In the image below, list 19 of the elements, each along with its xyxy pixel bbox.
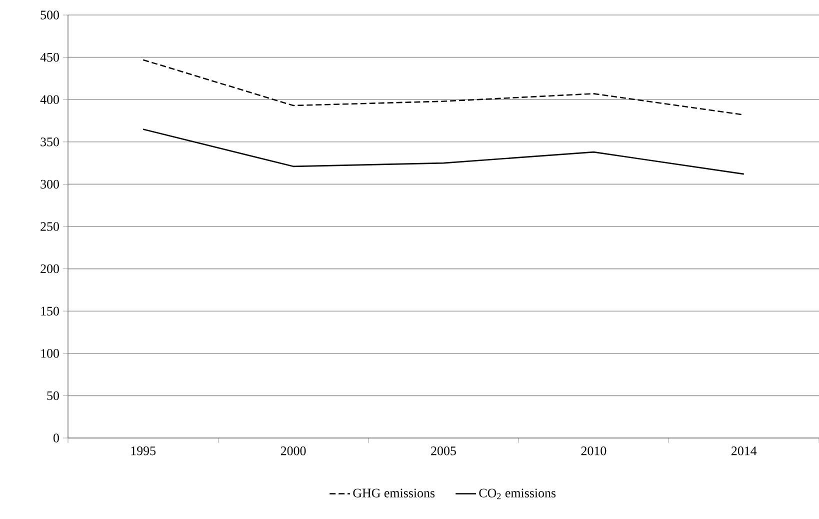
y-tick-label: 100 <box>41 349 60 358</box>
y-tick-label: 400 <box>40 95 60 104</box>
legend-label: GHG emissions <box>353 488 435 498</box>
y-tick-label: 150 <box>41 306 60 316</box>
y-tick-label: 350 <box>40 138 60 146</box>
x-tick-label: 2014 <box>732 446 757 456</box>
x-tick-label: 2000 <box>280 446 306 456</box>
x-tick-label: 1995 <box>131 446 156 456</box>
y-tick-label: 500 <box>40 10 60 20</box>
y-tick-label: 200 <box>40 264 60 274</box>
line-series <box>142 128 745 175</box>
legend-label: CO$_{2}$ emissions <box>479 488 556 500</box>
y-tick-label: 50 <box>47 391 60 400</box>
y-tick-label: 250 <box>40 222 60 231</box>
y-tick-label: 450 <box>40 52 60 62</box>
x-tick-label: 2010 <box>581 446 606 456</box>
x-tick-label: 2005 <box>431 446 456 456</box>
y-tick-label: 0 <box>54 434 60 442</box>
y-tick-label: 300 <box>40 180 60 189</box>
